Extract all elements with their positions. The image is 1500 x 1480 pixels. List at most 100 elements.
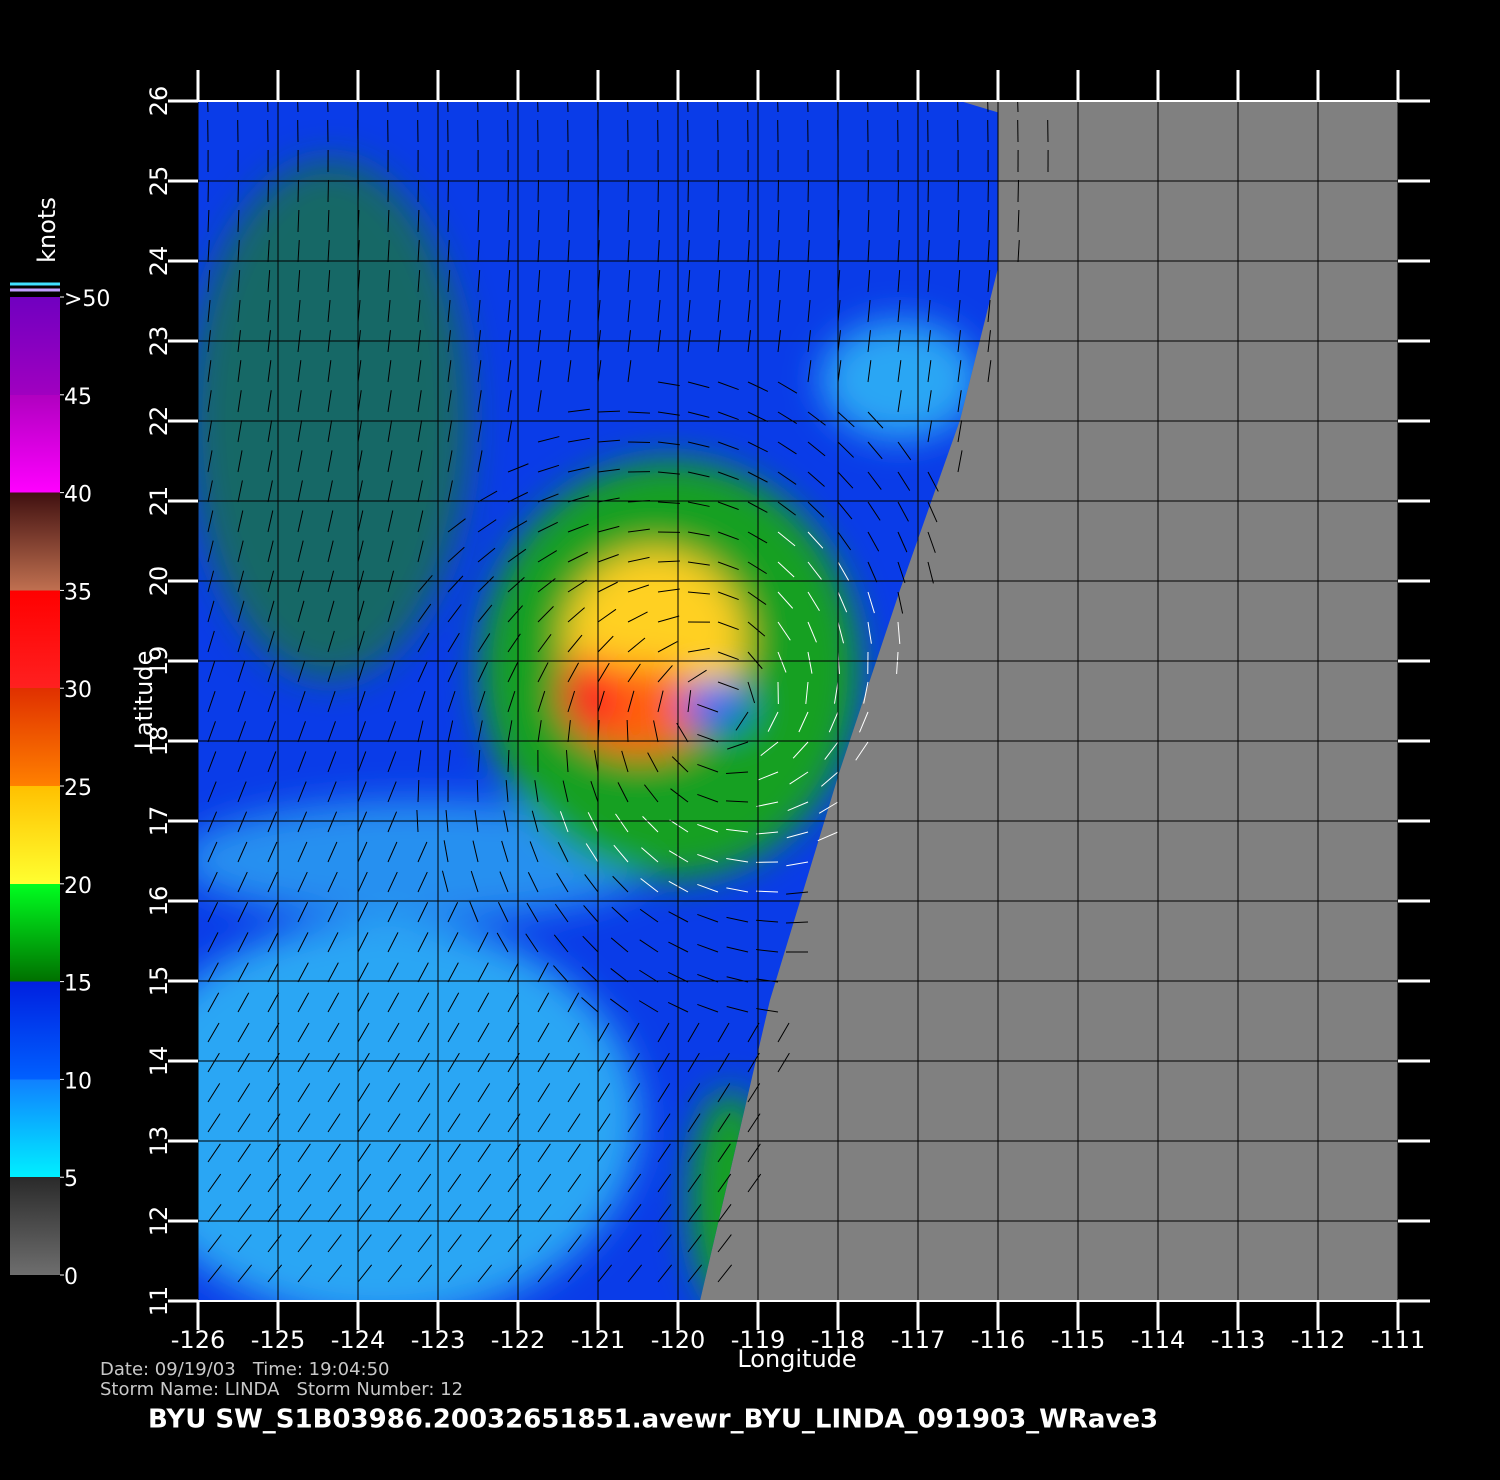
wind-vector xyxy=(627,1083,641,1103)
wind-vector xyxy=(477,390,482,413)
wind-vector xyxy=(657,1173,672,1193)
wind-vector xyxy=(643,784,659,803)
wind-vector xyxy=(757,771,779,781)
wind-vector xyxy=(612,875,629,893)
wind-vector xyxy=(387,420,393,443)
wind-vector xyxy=(987,300,991,323)
wind-vector xyxy=(726,857,749,863)
wind-vector xyxy=(897,531,908,553)
wind-vector xyxy=(237,1022,250,1043)
wind-vector xyxy=(417,209,420,233)
wind-vector xyxy=(610,968,629,983)
wind-vector xyxy=(207,992,220,1013)
wind-vector xyxy=(697,703,719,713)
wind-vector xyxy=(267,390,272,413)
wind-vector xyxy=(387,270,391,293)
wind-vector xyxy=(687,531,710,537)
wind-vector xyxy=(837,591,848,613)
wind-vector xyxy=(927,561,934,584)
wind-vector xyxy=(687,647,710,653)
wind-vector xyxy=(207,691,216,713)
wind-vector xyxy=(639,969,659,983)
wind-vector xyxy=(237,209,240,233)
wind-vector xyxy=(357,962,369,983)
wind-vector xyxy=(327,480,333,503)
wind-vector xyxy=(581,997,599,1013)
wind-vector xyxy=(927,270,931,293)
x-tick-label: -121 xyxy=(571,1326,625,1354)
wind-vector xyxy=(507,605,523,623)
wind-vector xyxy=(297,1143,311,1163)
wind-vector xyxy=(717,270,721,293)
wind-vector xyxy=(717,471,739,481)
wind-vector xyxy=(567,1203,582,1223)
wind-vector xyxy=(657,588,680,593)
wind-vector xyxy=(657,665,673,683)
wind-vector xyxy=(537,1113,551,1133)
wind-vector xyxy=(777,381,798,394)
wind-vector xyxy=(237,240,240,263)
wind-vector xyxy=(553,965,569,983)
wind-vector xyxy=(807,270,811,293)
wind-vector xyxy=(867,360,872,383)
wind-vector xyxy=(237,962,249,983)
wind-vector xyxy=(756,919,779,923)
wind-vector xyxy=(417,1143,431,1163)
wind-vector xyxy=(477,633,491,653)
wind-vector xyxy=(867,240,870,263)
wind-vector xyxy=(447,632,460,653)
wind-vector xyxy=(537,360,542,383)
wind-vector xyxy=(207,1173,222,1193)
wind-vector xyxy=(567,1234,582,1253)
wind-vector xyxy=(837,441,855,458)
wind-vector xyxy=(237,871,248,893)
wind-vector xyxy=(557,842,569,863)
wind-vector xyxy=(327,360,332,383)
wind-vector xyxy=(627,1022,640,1043)
wind-vector xyxy=(207,1022,220,1043)
wind-vector xyxy=(627,1203,642,1223)
wind-vector xyxy=(327,1052,340,1073)
wind-vector xyxy=(529,841,539,863)
y-tick-label: 13 xyxy=(145,1126,173,1157)
x-axis-label: Longitude xyxy=(737,1345,856,1373)
wind-vector xyxy=(537,209,540,233)
wind-vector xyxy=(507,1203,522,1223)
y-tick-label: 21 xyxy=(145,486,173,517)
axes: -126 -125 -124 -123 -122 -121 -120 -119 -118 -117… xyxy=(145,70,1430,1354)
wind-vector xyxy=(657,471,680,475)
wind-vector xyxy=(417,300,421,323)
y-tick-label: 15 xyxy=(145,966,173,997)
wind-vector xyxy=(559,811,569,833)
wind-vector xyxy=(987,209,990,233)
wind-vector xyxy=(507,1052,520,1073)
wind-vector xyxy=(747,591,767,606)
wind-vector xyxy=(537,390,542,413)
colorbar-tick-label: 35 xyxy=(64,580,92,605)
wind-vector xyxy=(477,661,488,683)
wind-vector xyxy=(417,661,428,683)
wind-vector xyxy=(726,828,749,833)
wind-vector xyxy=(237,660,246,683)
wind-vector xyxy=(726,887,749,893)
wind-vector xyxy=(567,300,571,323)
colorbar-tick-label: 15 xyxy=(64,972,92,997)
wind-vector xyxy=(837,621,845,644)
wind-vector xyxy=(297,902,309,923)
wind-vector xyxy=(726,916,749,923)
wind-vector xyxy=(828,711,839,733)
wind-vector xyxy=(657,690,664,713)
wind-vector xyxy=(267,240,270,263)
wind-vector xyxy=(537,550,558,563)
wind-vector xyxy=(477,1143,491,1163)
wind-vector xyxy=(237,450,243,473)
wind-vector xyxy=(327,811,338,833)
wind-vector xyxy=(499,871,509,893)
y-axis-label: Latitude xyxy=(130,651,158,750)
wind-vector xyxy=(507,577,525,593)
wind-vector xyxy=(597,1203,612,1223)
wind-vector xyxy=(387,691,396,713)
wind-vector xyxy=(657,381,680,387)
wind-vector xyxy=(777,1022,790,1043)
wind-vector xyxy=(639,939,659,953)
